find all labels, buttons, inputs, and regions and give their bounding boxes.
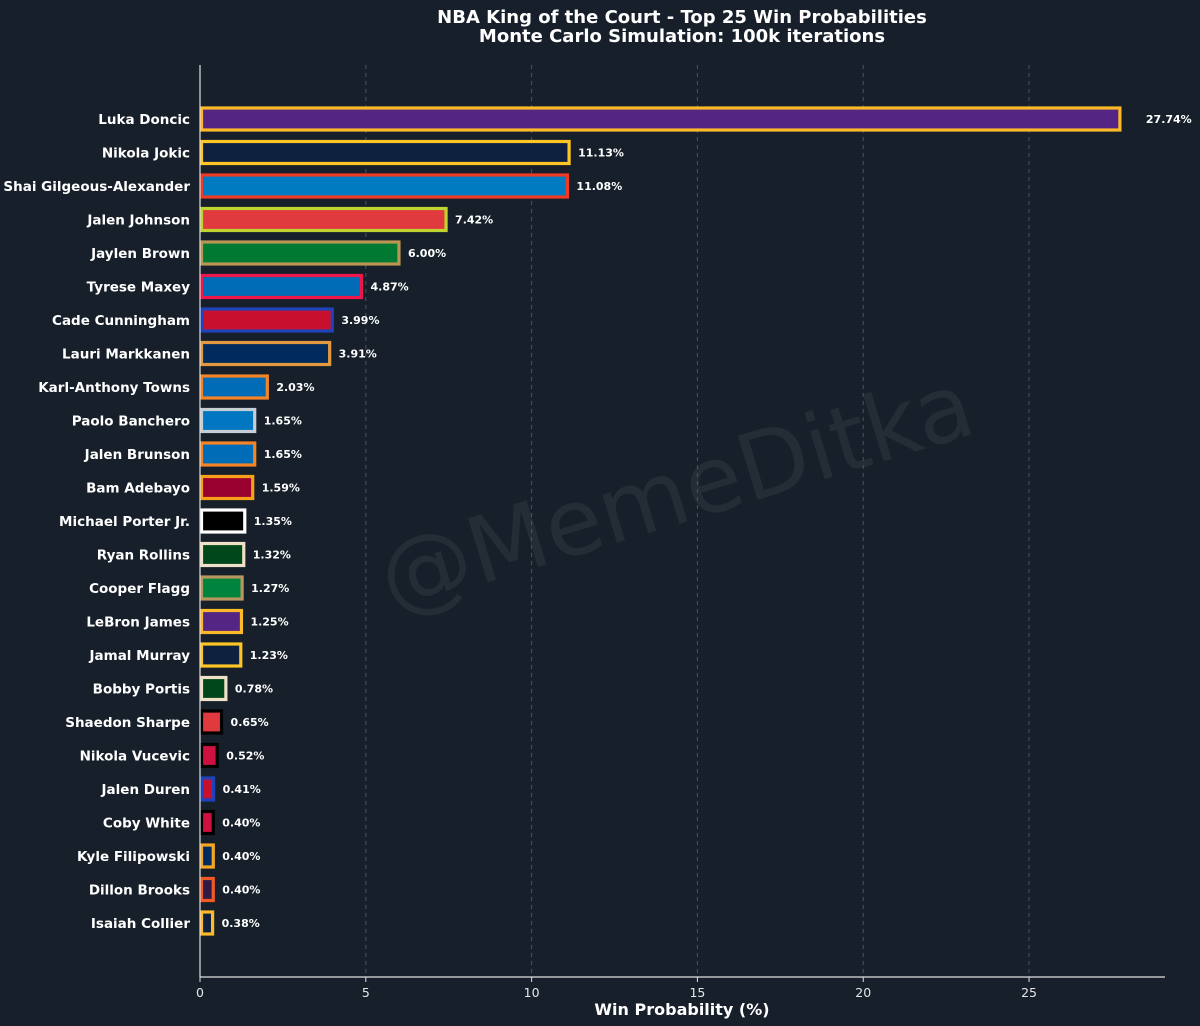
bar [199,876,215,903]
y-tick-label: Cooper Flagg [89,581,190,597]
y-tick-label: Bobby Portis [93,682,190,698]
bar [199,608,244,635]
value-label: 6.00% [408,247,446,260]
bar [199,642,243,668]
x-tick-label: 20 [855,985,871,1000]
value-label: 1.27% [251,582,289,595]
bar [199,675,228,702]
y-tick-label: Paolo Banchero [72,414,190,430]
y-tick-label: Jalen Duren [101,782,190,798]
bar [199,575,244,601]
y-tick-label: Michael Porter Jr. [59,514,190,530]
bar [199,340,332,367]
x-tick-label: 10 [524,985,540,1000]
bar [199,809,215,836]
bar [199,307,334,333]
y-tick-labels: Luka Doncic Nikola Jokic Shai Gilgeous-Ale… [3,112,190,932]
y-tick-label: Dillon Brooks [89,883,190,899]
y-tick-label: Jaylen Brown [90,246,190,262]
chart-subtitle: Monte Carlo Simulation: 100k iterations [479,26,885,47]
value-label: 0.40% [222,884,260,897]
x-axis-label: Win Probability (%) [594,1000,769,1019]
bar [199,139,571,166]
y-tick-label: Jalen Brunson [84,447,190,463]
y-tick-label: Kyle Filipowski [77,849,190,865]
bar [199,776,216,802]
value-label: 1.25% [250,616,288,629]
y-tick-label: Bam Adebayo [86,481,190,497]
value-label: 0.40% [222,817,260,830]
y-tick-label: Luka Doncic [98,112,190,128]
y-tick-label: Shaedon Sharpe [65,715,190,731]
value-label: 1.23% [250,649,288,662]
value-label: 0.40% [222,850,260,863]
value-label: 0.52% [226,750,264,763]
bars-group [199,106,1122,936]
x-tick-label: 15 [689,985,705,1000]
value-label: 0.38% [222,917,260,930]
bar [199,441,257,467]
y-tick-label: Coby White [103,816,190,832]
value-label: 27.74% [1146,113,1192,126]
value-label: 0.41% [223,783,261,796]
y-tick-label: Isaiah Collier [91,916,190,932]
y-tick-label: Karl-Anthony Towns [38,380,190,396]
value-label: 4.87% [370,281,408,294]
bar [199,240,401,266]
y-tick-label: Lauri Markkanen [62,347,190,363]
x-tick-label: 5 [362,985,370,1000]
x-tick-label: 0 [196,985,204,1000]
y-tick-label: Jalen Johnson [86,213,190,229]
bar [199,374,269,400]
y-tick-label: Shai Gilgeous-Alexander [3,179,190,195]
bar [199,910,215,936]
value-label: 0.65% [231,716,269,729]
bar [199,742,219,769]
value-label: 0.78% [235,683,273,696]
bar [199,474,255,501]
bar [199,173,570,199]
value-label: 3.99% [341,314,379,327]
y-tick-label: Ryan Rollins [97,548,190,564]
bar [199,206,448,233]
x-ticks: 0 5 10 15 20 25 [196,977,1037,1000]
y-tick-label: Jamal Murray [89,648,191,664]
value-label: 3.91% [339,348,377,361]
x-tick-label: 25 [1021,985,1037,1000]
value-label: 11.13% [578,147,624,160]
y-tick-label: LeBron James [86,615,190,631]
bar [199,273,364,300]
y-tick-label: Nikola Vucevic [80,749,190,765]
value-label: 1.35% [254,515,292,528]
bar [199,106,1122,132]
y-tick-label: Tyrese Maxey [87,280,191,296]
grid-lines [365,65,1030,977]
value-label: 1.59% [262,482,300,495]
value-label: 1.32% [253,549,291,562]
watermark: @MemeDitka [366,351,985,633]
y-tick-label: Cade Cunningham [52,313,190,329]
bar [199,541,246,568]
value-label: 7.42% [455,214,493,227]
value-label: 11.08% [576,180,622,193]
value-label: 1.65% [264,448,302,461]
bar [199,508,247,534]
value-label: 2.03% [276,381,314,394]
bar [199,407,257,434]
value-labels: 27.74% 11.13% 11.08% 7.42% 6.00% 4.87% 3.99% 3.… [222,113,1192,930]
bar [199,843,215,869]
bar [199,709,224,735]
y-tick-label: Nikola Jokic [102,146,190,162]
value-label: 1.65% [264,415,302,428]
chart-title: NBA King of the Court - Top 25 Win Proba… [437,7,927,28]
